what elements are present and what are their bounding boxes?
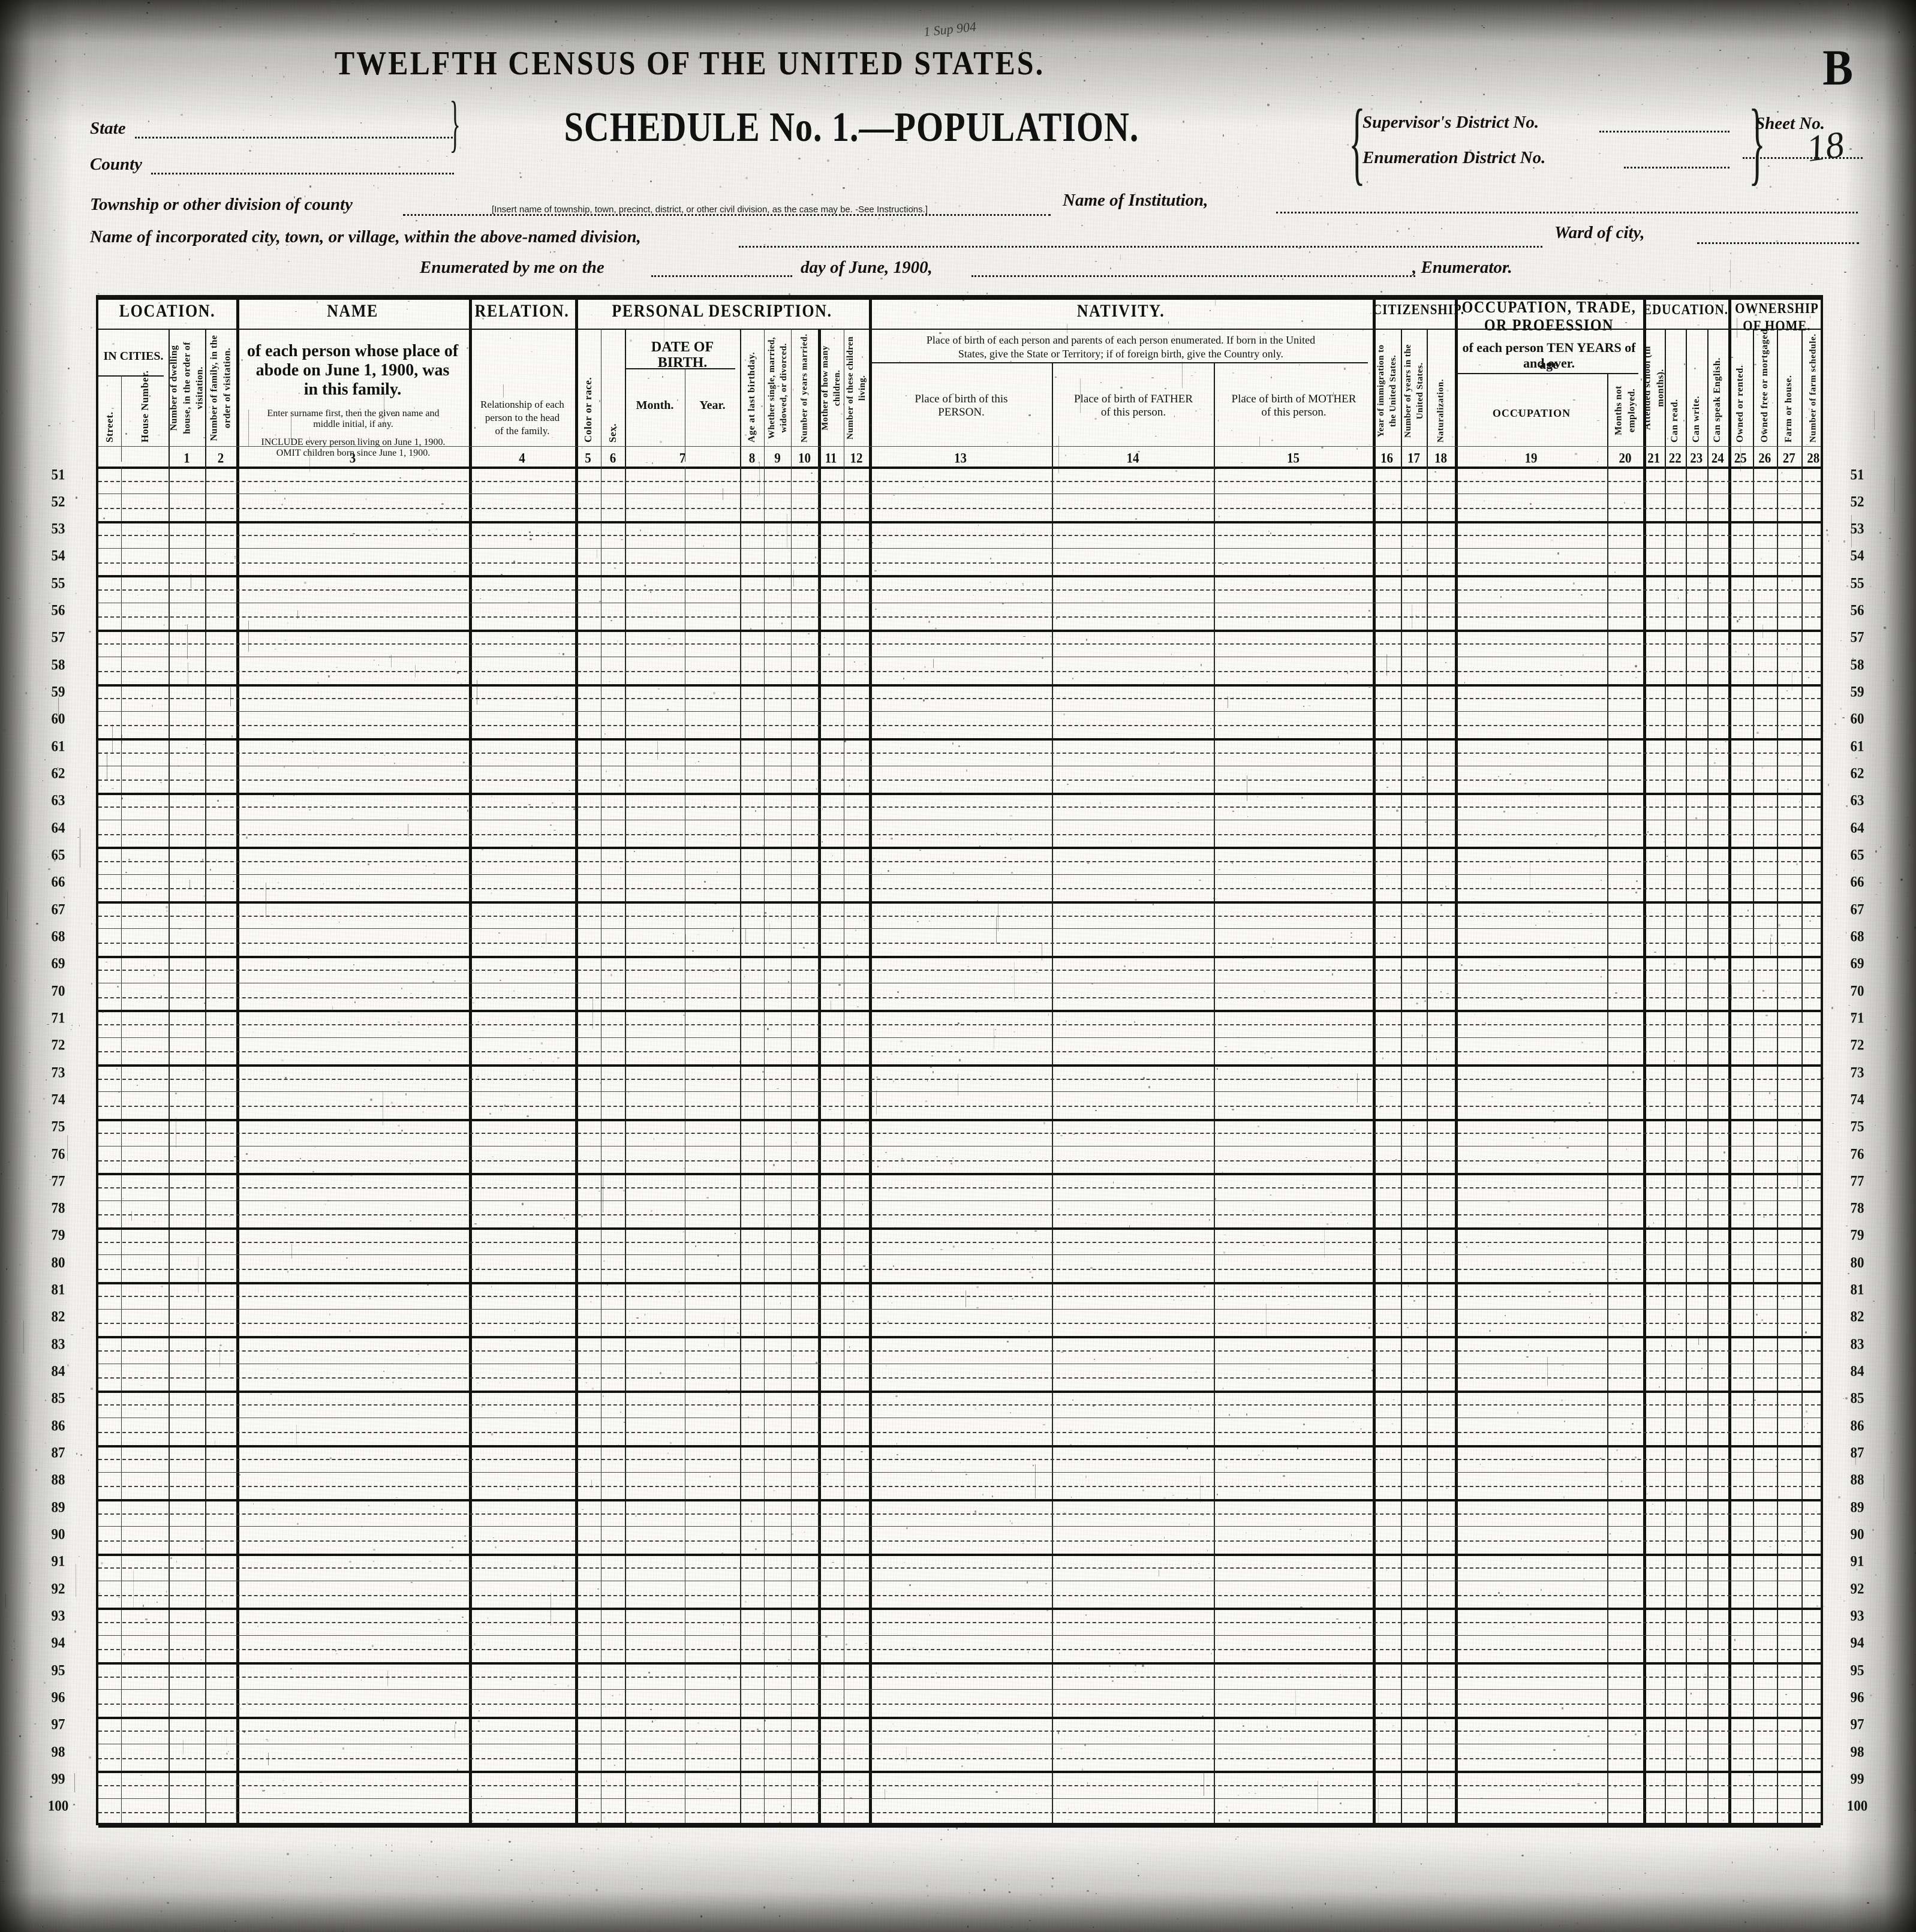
row-number-85: 85: [1850, 1390, 1864, 1407]
row-number-76: 76: [1850, 1145, 1864, 1162]
row-number-95: 95: [1850, 1662, 1864, 1678]
row-number-82: 82: [1850, 1308, 1864, 1325]
row-number-77: 77: [1850, 1172, 1864, 1190]
row-number-55: 55: [1850, 574, 1864, 591]
row-number-65: 65: [1850, 846, 1864, 863]
row-number-64: 64: [1850, 819, 1864, 836]
row-number-96: 96: [1850, 1689, 1864, 1706]
row-number-58: 58: [1850, 656, 1864, 673]
row-number-72: 72: [1850, 1036, 1864, 1054]
row-number-67: 67: [1850, 901, 1864, 917]
row-number-94: 94: [1850, 1634, 1864, 1651]
row-number-75: 75: [1850, 1118, 1864, 1135]
row-number-56: 56: [1850, 601, 1864, 619]
row-number-100: 100: [1846, 1797, 1868, 1814]
row-number-62: 62: [1850, 765, 1864, 782]
row-number-93: 93: [1850, 1607, 1864, 1624]
row-number-99: 99: [1850, 1770, 1864, 1787]
row-number-79: 79: [1850, 1227, 1864, 1244]
row-number-83: 83: [1850, 1335, 1864, 1352]
row-number-69: 69: [1850, 955, 1864, 972]
row-number-57: 57: [1850, 629, 1864, 646]
row-number-68: 68: [1850, 928, 1864, 945]
row-number-78: 78: [1850, 1199, 1864, 1217]
row-number-59: 59: [1850, 683, 1864, 700]
row-number-74: 74: [1850, 1091, 1864, 1108]
row-number-63: 63: [1850, 792, 1864, 809]
row-number-54: 54: [1850, 547, 1864, 564]
row-number-84: 84: [1850, 1362, 1864, 1380]
row-number-81: 81: [1850, 1281, 1864, 1298]
row-number-52: 52: [1850, 493, 1864, 510]
row-number-97: 97: [1850, 1716, 1864, 1733]
row-number-92: 92: [1850, 1580, 1864, 1597]
row-number-66: 66: [1850, 874, 1864, 890]
row-number-90: 90: [1850, 1525, 1864, 1543]
row-number-60: 60: [1850, 711, 1864, 727]
row-number-51: 51: [1850, 466, 1864, 483]
row-number-91: 91: [1850, 1553, 1864, 1570]
row-number-98: 98: [1850, 1743, 1864, 1760]
row-number-88: 88: [1850, 1471, 1864, 1488]
row-number-80: 80: [1850, 1254, 1864, 1271]
row-number-86: 86: [1850, 1417, 1864, 1434]
row-number-89: 89: [1850, 1498, 1864, 1515]
row-number-71: 71: [1850, 1009, 1864, 1027]
row-number-87: 87: [1850, 1444, 1864, 1461]
row-number-70: 70: [1850, 982, 1864, 999]
row-number-53: 53: [1850, 520, 1864, 537]
row-number-61: 61: [1850, 738, 1864, 754]
row-number-73: 73: [1850, 1064, 1864, 1081]
